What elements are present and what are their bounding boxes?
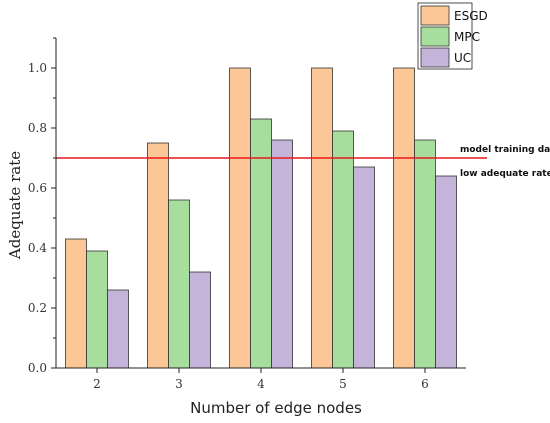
legend-label-esgd: ESGD bbox=[454, 9, 488, 23]
x-tick-label: 4 bbox=[257, 377, 265, 391]
x-tick-label: 6 bbox=[421, 377, 429, 391]
y-tick-label: 0.6 bbox=[28, 181, 47, 195]
bars bbox=[65, 67, 457, 369]
x-tick-label: 5 bbox=[339, 377, 347, 391]
y-axis-title: Adequate rate bbox=[6, 151, 24, 260]
bar-mpc-4 bbox=[250, 118, 272, 369]
x-tick-label: 2 bbox=[93, 377, 101, 391]
bar-esgd-3 bbox=[147, 142, 169, 369]
y-tick-label: 0.0 bbox=[28, 361, 47, 375]
axes: 0.0 0.2 0.4 0.6 0.8 1.0 2 3 4 5 6 bbox=[28, 37, 466, 391]
y-tick-label: 1.0 bbox=[28, 61, 47, 75]
bar-esgd-5 bbox=[311, 67, 333, 369]
bar-mpc-5 bbox=[332, 130, 354, 369]
legend-swatch-mpc bbox=[420, 26, 450, 47]
legend-label-mpc: MPC bbox=[454, 30, 480, 44]
bar-uc-2 bbox=[107, 289, 129, 369]
bar-uc-3 bbox=[189, 271, 211, 369]
legend-label-uc: UC bbox=[454, 51, 471, 65]
y-tick-label: 0.4 bbox=[28, 241, 47, 255]
bar-esgd-6 bbox=[393, 67, 415, 369]
legend: ESGD MPC UC bbox=[417, 2, 488, 70]
legend-swatch-uc bbox=[420, 47, 450, 68]
bar-uc-6 bbox=[435, 175, 457, 369]
y-tick-label: 0.8 bbox=[28, 121, 47, 135]
bar-esgd-2 bbox=[65, 238, 87, 369]
reference-line-label-upper: model training date bbox=[460, 145, 550, 155]
legend-swatch-esgd bbox=[420, 5, 450, 26]
reference-line-label-lower: low adequate rate bbox=[460, 169, 550, 179]
bar-mpc-3 bbox=[168, 199, 190, 369]
bar-uc-4 bbox=[271, 139, 293, 369]
x-tick-label: 3 bbox=[175, 377, 183, 391]
bar-esgd-4 bbox=[229, 67, 251, 369]
bar-uc-5 bbox=[353, 166, 375, 369]
x-axis-title: Number of edge nodes bbox=[190, 399, 362, 417]
bar-mpc-6 bbox=[414, 139, 436, 369]
y-tick-label: 0.2 bbox=[28, 301, 47, 315]
bar-mpc-2 bbox=[86, 250, 108, 369]
